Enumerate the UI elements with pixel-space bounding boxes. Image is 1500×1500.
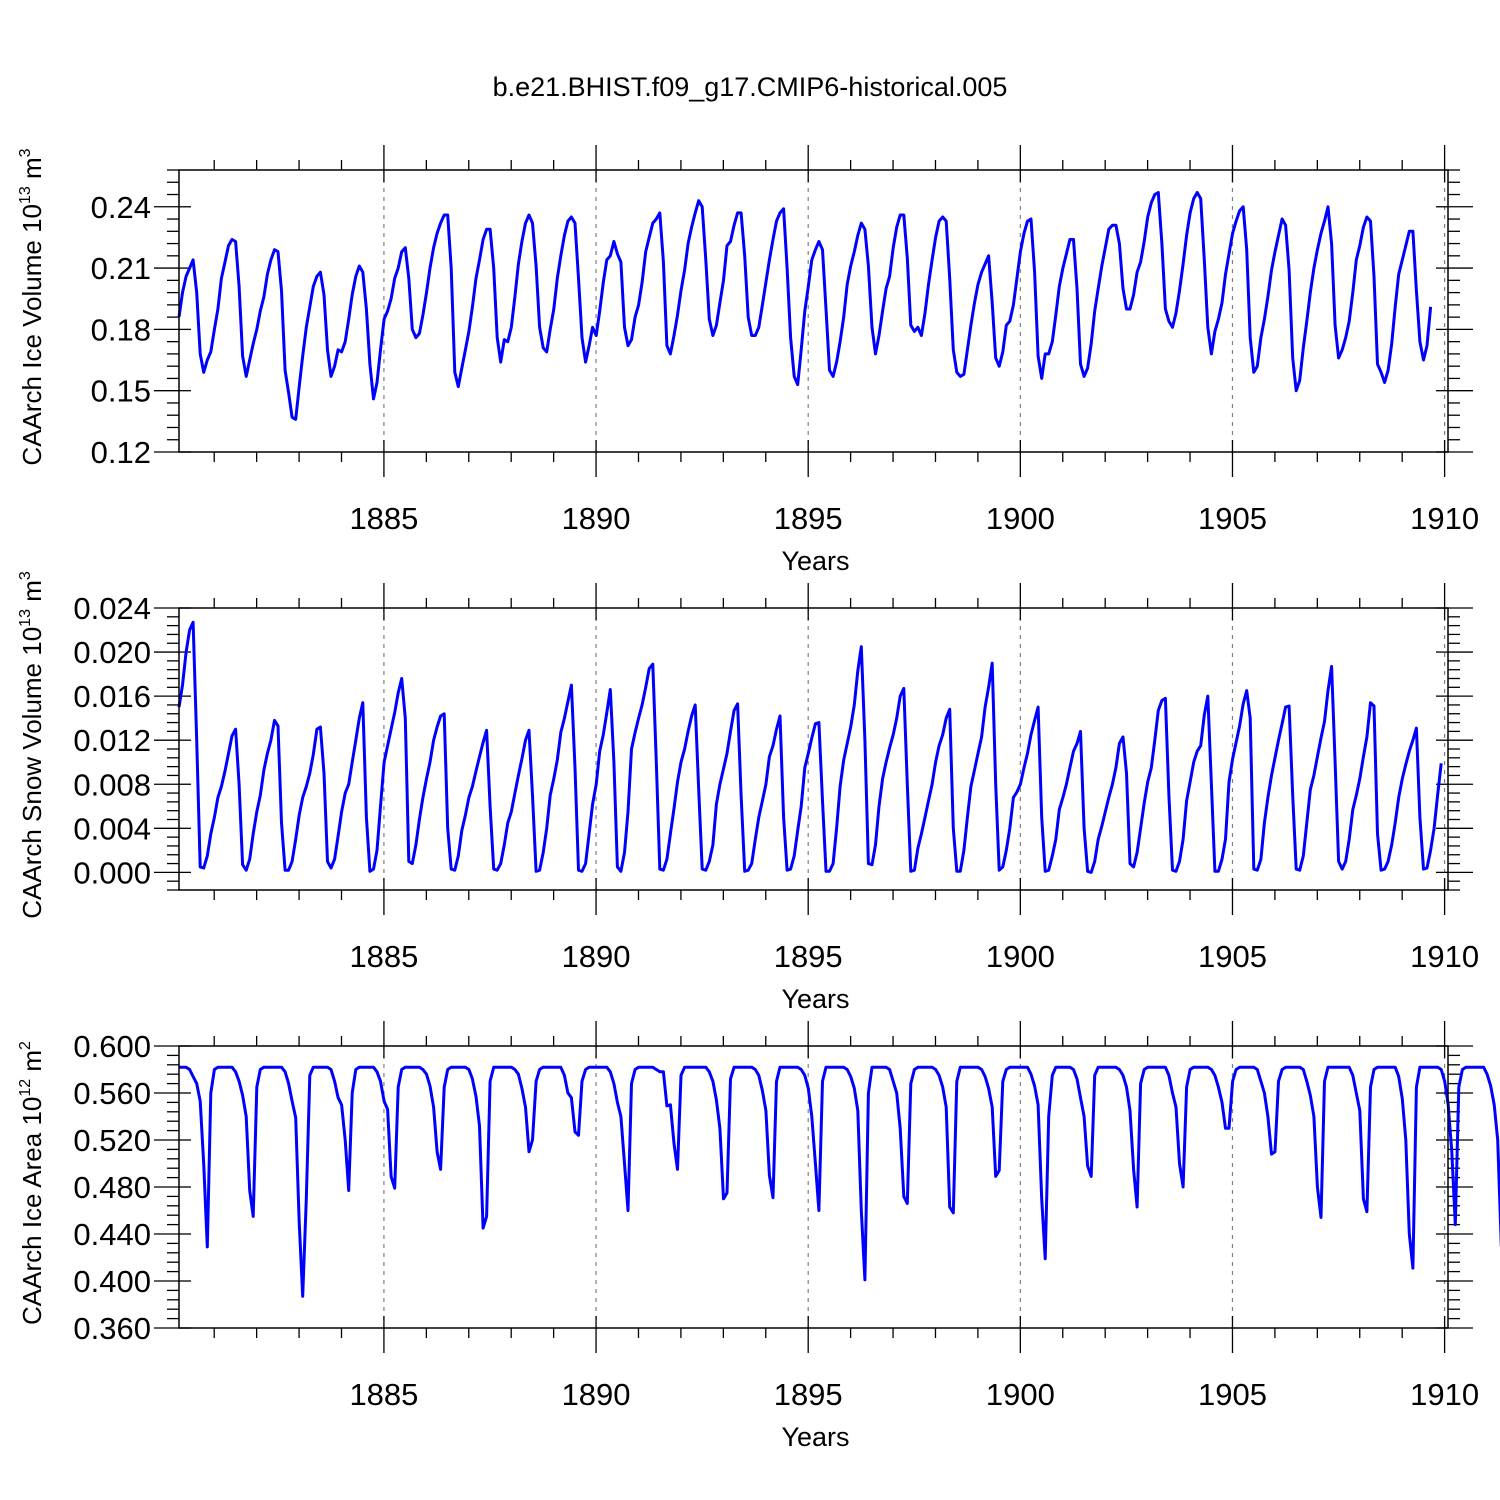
x-tick-label: 1900 [986, 939, 1055, 974]
x-axis-label: Years [781, 1422, 849, 1452]
y-axis-label-part: CAArch Ice Area 10 [17, 1097, 47, 1325]
y-tick-label: 0.15 [91, 374, 151, 409]
y-axis-label: CAArch Ice Area 1012 m2 [17, 1041, 47, 1325]
y-axis-label-exponent: 3 [17, 571, 34, 580]
x-tick-label: 1900 [986, 1377, 1055, 1412]
ticks [154, 583, 1473, 915]
panel-3: 0.360 0.400 0.440 0.480 0.520 0.560 0.600 1885 1… [17, 1021, 1500, 1452]
y-tick-label: 0.016 [73, 679, 151, 714]
y-axis-label-part: CAArch Ice Volume 10 [17, 204, 47, 466]
plot-frame [178, 1045, 1449, 1329]
y-axis-label-exponent: 2 [17, 1041, 34, 1050]
x-tick-label: 1890 [562, 939, 631, 974]
ticks [154, 145, 1473, 477]
y-tick-label: 0.440 [73, 1217, 151, 1252]
y-tick-label: 0.008 [73, 767, 151, 802]
y-tick-label: 0.520 [73, 1123, 151, 1158]
y-tick-label: 0.000 [73, 855, 151, 890]
y-tick-label: 0.12 [91, 435, 151, 470]
y-tick-label: 0.600 [73, 1029, 151, 1064]
plot-frame [178, 169, 1449, 453]
x-tick-label: 1890 [562, 1377, 631, 1412]
x-tick-label: 1895 [774, 1377, 843, 1412]
y-axis-label-part: m [17, 580, 47, 609]
y-tick-label: 0.020 [73, 635, 151, 670]
y-tick-label: 0.012 [73, 723, 151, 758]
series-line [177, 191, 1433, 421]
y-tick-label: 0.400 [73, 1264, 151, 1299]
x-tick-label: 1905 [1198, 1377, 1267, 1412]
x-tick-label: 1885 [349, 501, 418, 536]
x-tick-label: 1885 [349, 939, 418, 974]
figure-title: b.e21.BHIST.f09_g17.CMIP6-historical.005 [493, 72, 1008, 102]
y-axis-label-exponent: 13 [17, 186, 34, 204]
plot-frame [178, 607, 1449, 891]
y-tick-label: 0.024 [73, 591, 151, 626]
x-tick-label: 1910 [1410, 939, 1479, 974]
series-line [179, 1065, 1500, 1298]
x-tick-label: 1905 [1198, 501, 1267, 536]
y-tick-label: 0.18 [91, 312, 151, 347]
x-tick-label: 1910 [1410, 501, 1479, 536]
x-axis-label: Years [781, 984, 849, 1014]
y-tick-label: 0.360 [73, 1311, 151, 1346]
y-axis-label-part: m [17, 1050, 47, 1079]
y-axis-label: CAArch Snow Volume 1013 m3 [17, 571, 47, 919]
y-tick-label: 0.24 [91, 190, 151, 225]
panel-1: 0.12 0.15 0.18 0.21 0.24 1885 1890 1895 1900 1905… [17, 145, 1479, 576]
x-tick-label: 1910 [1410, 1377, 1479, 1412]
y-axis-label-exponent: 13 [17, 609, 34, 627]
series-line [177, 620, 1443, 874]
y-axis-label-exponent: 12 [17, 1079, 34, 1097]
y-axis-label: CAArch Ice Volume 1013 m3 [17, 148, 47, 465]
y-axis-label-part: m [17, 157, 47, 186]
x-tick-label: 1905 [1198, 939, 1267, 974]
x-tick-label: 1895 [774, 501, 843, 536]
x-tick-label: 1890 [562, 501, 631, 536]
y-tick-label: 0.21 [91, 251, 151, 286]
panel-2: 0.000 0.004 0.008 0.012 0.016 0.020 0.024 1885 1… [17, 571, 1479, 1014]
x-tick-label: 1895 [774, 939, 843, 974]
y-tick-label: 0.560 [73, 1076, 151, 1111]
y-tick-label: 0.004 [73, 811, 151, 846]
x-tick-label: 1885 [349, 1377, 418, 1412]
y-axis-label-exponent: 3 [17, 148, 34, 157]
ticks [154, 1021, 1473, 1353]
x-tick-label: 1900 [986, 501, 1055, 536]
y-tick-label: 0.480 [73, 1170, 151, 1205]
y-axis-label-part: CAArch Snow Volume 10 [17, 627, 47, 919]
x-axis-label: Years [781, 546, 849, 576]
